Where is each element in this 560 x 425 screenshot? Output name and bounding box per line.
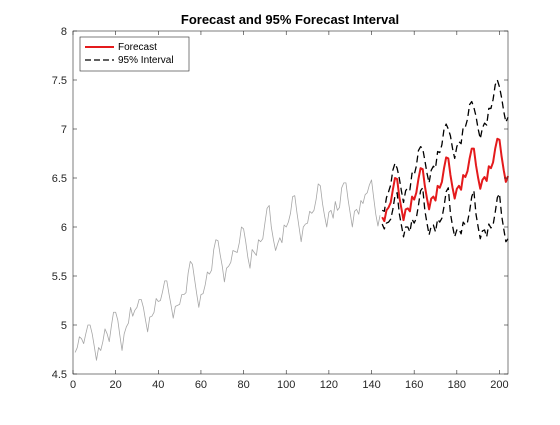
x-tick-label: 80 (237, 379, 249, 391)
series-layer (74, 79, 509, 361)
x-tick-label: 120 (320, 379, 338, 391)
y-tick-label: 4.5 (52, 369, 67, 381)
x-tick-label: 60 (195, 379, 207, 391)
series-line-observed (74, 179, 381, 361)
x-tick-label: 180 (448, 379, 466, 391)
legend-forecast-label: Forecast (118, 42, 157, 53)
legend-interval-label: 95% Interval (118, 55, 174, 66)
axes-frame (72, 30, 509, 375)
x-tick-label: 40 (152, 379, 164, 391)
x-tick-label: 100 (277, 379, 295, 391)
x-tick-label: 200 (490, 379, 508, 391)
x-tick-label: 140 (362, 379, 380, 391)
y-tick-label: 7.5 (52, 75, 67, 87)
y-tick-label: 6 (61, 222, 67, 234)
plot-area (73, 31, 508, 374)
axes-layer: 0 20 40 60 80 100 120 140 160 180 200 4.5 5 5.5 6 6.5 7 7… (52, 26, 509, 391)
series-line-lower (381, 187, 509, 243)
y-tick-label: 6.5 (52, 173, 67, 185)
y-tick-label: 5 (61, 320, 67, 332)
x-tick-label: 0 (70, 379, 76, 391)
legend: Forecast 95% Interval (79, 36, 190, 72)
chart-title: Forecast and 95% Forecast Interval (181, 12, 399, 27)
y-tick-label: 7 (61, 124, 67, 136)
y-tick-label: 8 (61, 26, 67, 38)
y-tick-label: 5.5 (52, 271, 67, 283)
legend-box (79, 36, 190, 72)
x-tick-label: 160 (405, 379, 423, 391)
x-tick-label: 20 (110, 379, 122, 391)
series-line-upper (381, 79, 509, 212)
series-line-forecast (381, 137, 509, 223)
